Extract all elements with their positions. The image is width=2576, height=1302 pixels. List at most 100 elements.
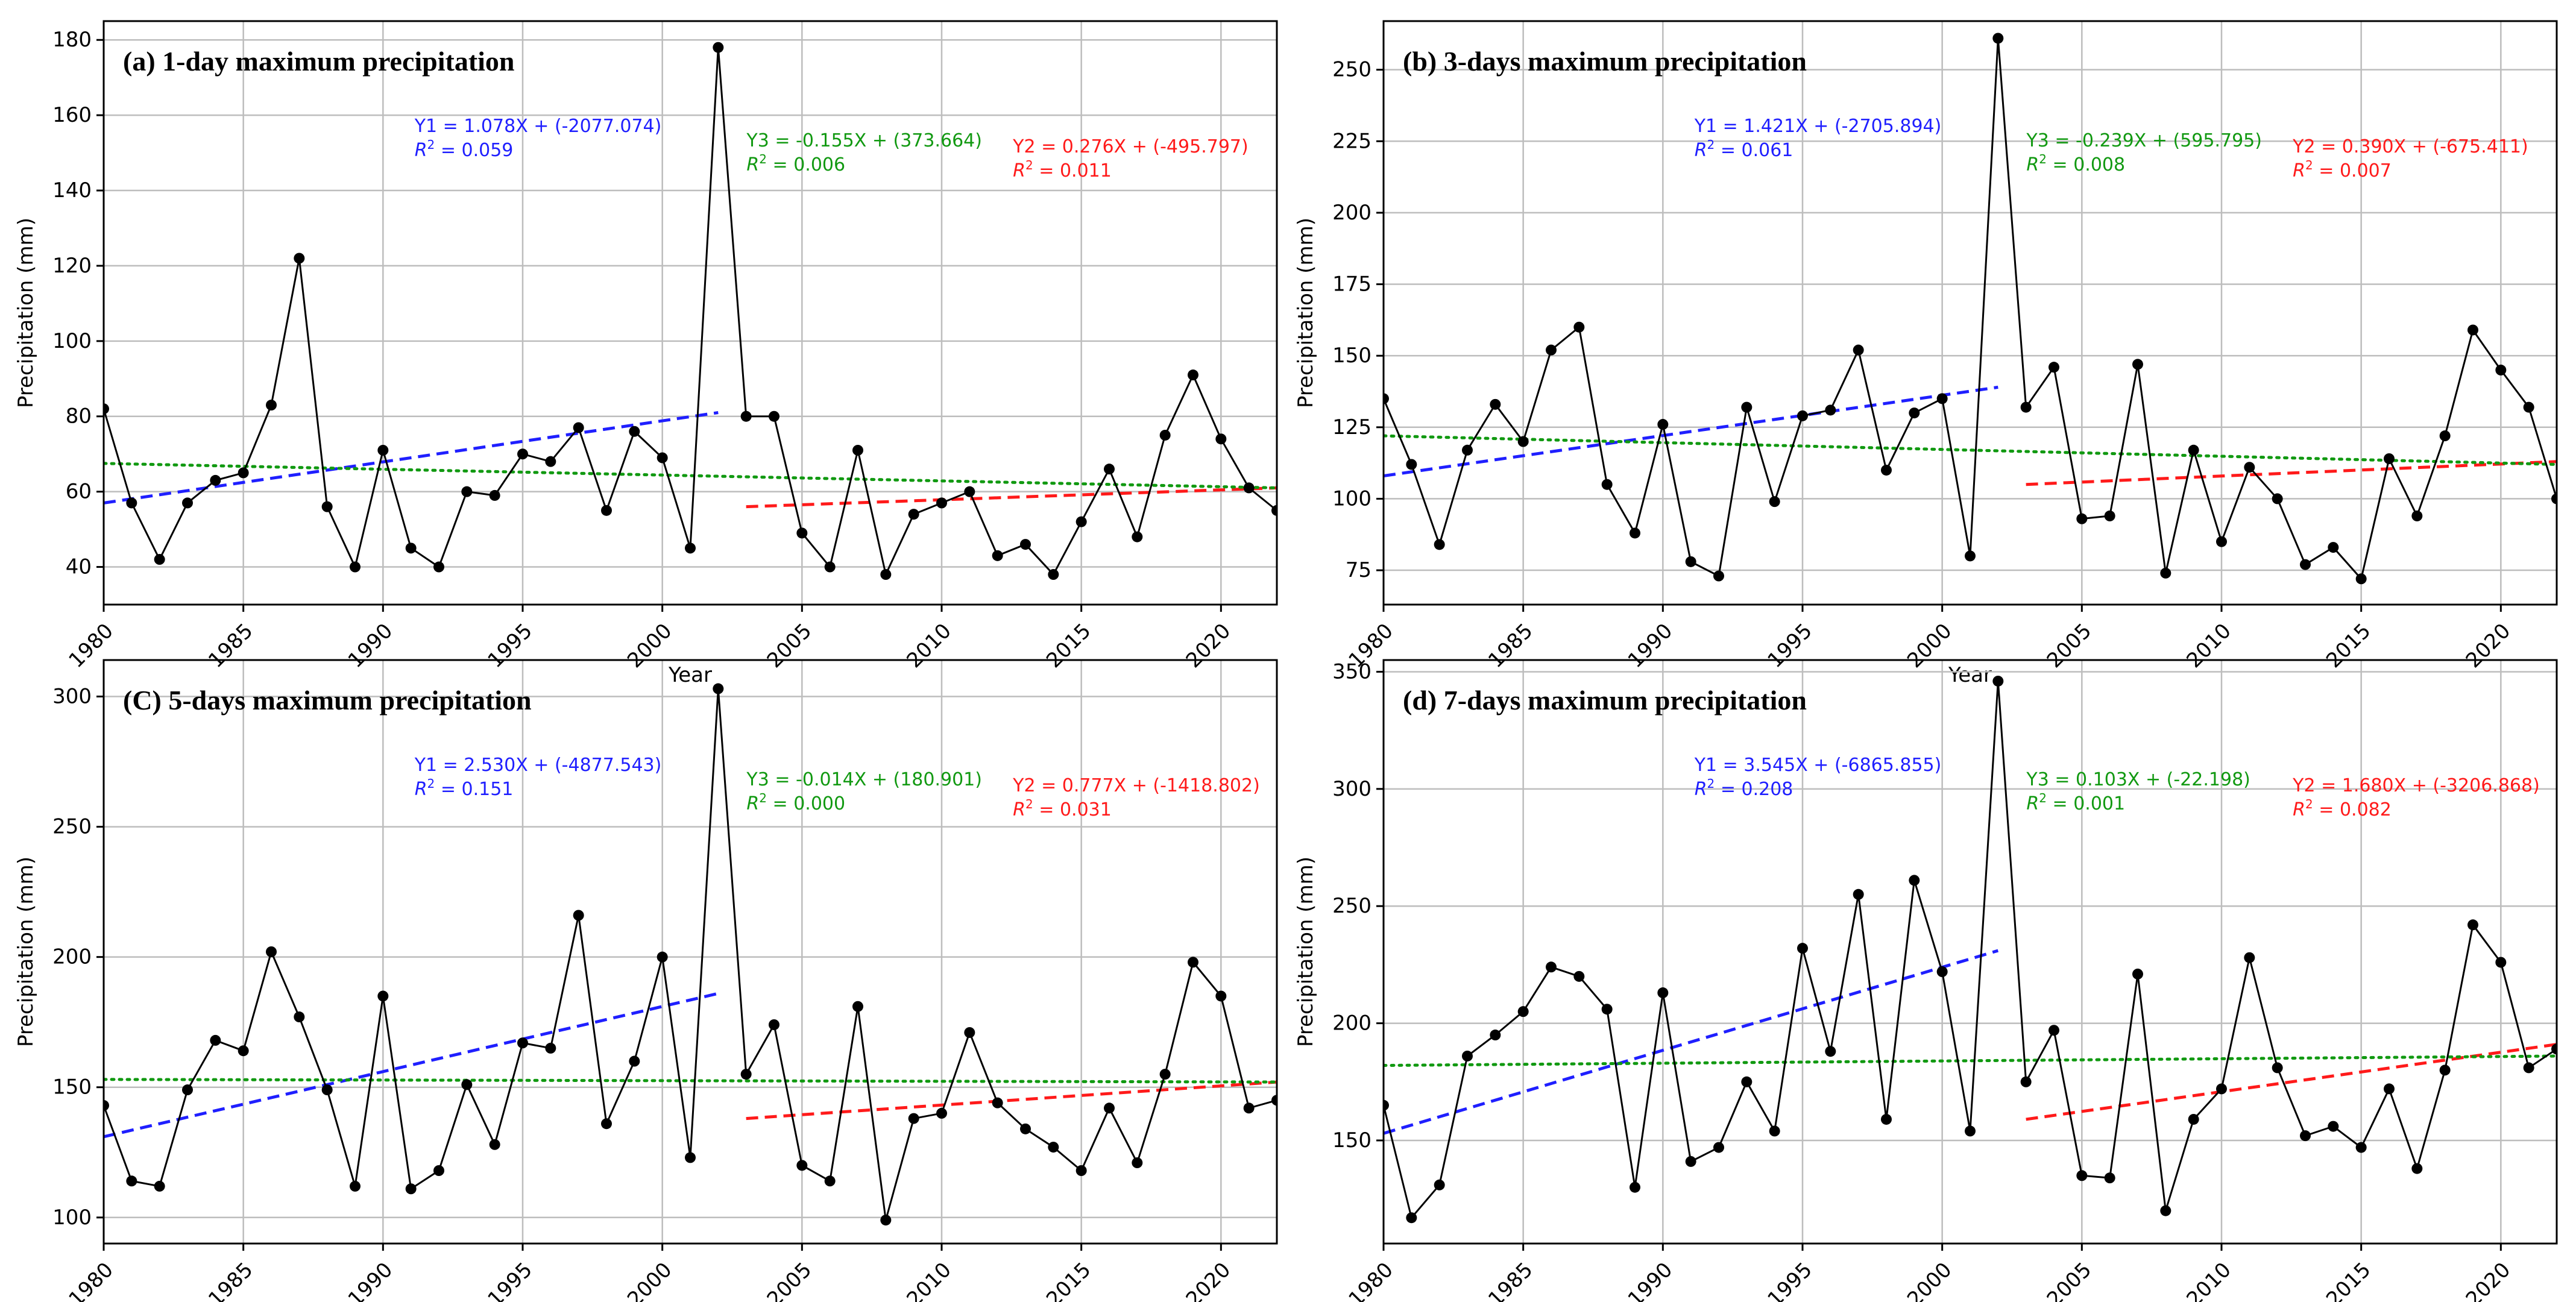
panel-title: (C) 5-days maximum precipitation — [123, 685, 532, 715]
chart-panel-4: 1980 1985 1990 1995 2000 2005 2010 2015 2020 150 2… — [1294, 659, 2558, 1302]
series-line — [1384, 681, 2557, 1220]
data-point — [936, 497, 947, 509]
data-point — [1517, 436, 1529, 447]
data-point — [489, 489, 500, 501]
trend-equation-y1: Y1 = 1.078X + (-2077.074) — [414, 116, 662, 137]
data-point — [1020, 539, 1031, 550]
data-point — [1713, 1142, 1724, 1153]
x-tick-label: 1995 — [1763, 619, 1816, 673]
data-point — [1271, 505, 1277, 516]
x-tick-label: 2000 — [1903, 1258, 1956, 1302]
data-point — [2049, 362, 2059, 373]
data-point — [1104, 464, 1115, 475]
x-tick-label: 2010 — [902, 619, 956, 673]
data-point — [880, 569, 892, 580]
data-point — [769, 410, 779, 422]
data-point — [2328, 1121, 2339, 1132]
data-point — [461, 486, 473, 497]
trend-r2-y3: R2 = 0.006 — [746, 152, 845, 175]
x-tick-label: 2020 — [1182, 1258, 1235, 1302]
data-point — [1132, 531, 1143, 542]
data-point — [2020, 1076, 2032, 1087]
x-tick-label: 2015 — [1042, 1258, 1095, 1302]
data-point — [1188, 957, 1198, 968]
data-point — [2160, 1205, 2171, 1216]
data-point — [1048, 1142, 1059, 1153]
data-point — [1881, 1113, 1892, 1125]
x-tick-label: 1980 — [64, 1258, 118, 1302]
grid — [102, 21, 1277, 605]
data-point — [2384, 453, 2395, 464]
data-point — [2076, 1170, 2088, 1181]
trend-r2-y2: R2 = 0.031 — [1013, 797, 1112, 820]
data-point — [126, 497, 137, 509]
x-axis-label: Year — [668, 663, 712, 687]
x-tick-label: 2005 — [2042, 619, 2096, 673]
x-tick-label: 1980 — [1344, 1258, 1397, 1302]
x-tick-label: 2010 — [2182, 1258, 2235, 1302]
y-tick-label: 100 — [52, 1206, 92, 1230]
trend-r2-y2: R2 = 0.082 — [2293, 797, 2392, 820]
data-point — [601, 1118, 612, 1130]
data-point — [1384, 393, 1389, 404]
x-tick-label: 2005 — [763, 619, 816, 673]
y-tick-label: 225 — [1332, 129, 1371, 153]
data-point — [1965, 1125, 1976, 1137]
data-point — [1490, 398, 1501, 410]
data-point — [1517, 1006, 1529, 1017]
y-tick-label: 100 — [1332, 486, 1371, 511]
data-point — [1048, 569, 1059, 580]
data-point — [461, 1079, 473, 1090]
data-point — [1853, 888, 1864, 900]
data-point — [1769, 1125, 1780, 1137]
data-point — [154, 554, 165, 565]
data-point — [266, 400, 277, 411]
data-point — [992, 550, 1003, 561]
x-tick-label: 2015 — [2322, 619, 2375, 673]
x-tick-label: 2015 — [2322, 1258, 2375, 1302]
x-tick-label: 1985 — [1484, 1258, 1537, 1302]
data-point — [210, 1034, 221, 1046]
data-point — [1936, 966, 1948, 978]
x-tick-label: 1995 — [483, 619, 537, 673]
trend-line-y2 — [2026, 1043, 2557, 1121]
data-point — [1881, 464, 1892, 476]
grid — [1382, 21, 2557, 605]
data-point — [1909, 875, 1920, 886]
plot-area — [1384, 675, 2557, 1224]
data-point — [350, 1180, 361, 1192]
data-point — [1271, 1095, 1277, 1106]
data-point — [2300, 559, 2311, 570]
data-point — [377, 990, 389, 1002]
plot-area — [1384, 33, 2557, 585]
plot-frame — [1382, 659, 2558, 1245]
data-point — [321, 1084, 333, 1096]
data-point — [517, 1037, 528, 1049]
y-axis-label: Precipitation (mm) — [1294, 218, 1318, 408]
data-point — [2272, 1062, 2283, 1074]
data-point — [964, 1027, 975, 1038]
data-point — [1741, 401, 1752, 413]
data-point — [2188, 444, 2199, 456]
data-point — [2188, 1113, 2199, 1125]
data-point — [1685, 556, 1696, 567]
data-point — [880, 1215, 892, 1226]
data-point — [2216, 1083, 2227, 1095]
trend-equation-y1: Y1 = 1.421X + (-2705.894) — [1694, 116, 1942, 137]
data-point — [2355, 1142, 2367, 1153]
data-point — [2104, 510, 2115, 521]
plot-frame — [102, 20, 1278, 606]
x-tick-label: 2005 — [2042, 1258, 2096, 1302]
data-point — [740, 410, 752, 422]
trend-r2-y1: R2 = 0.151 — [415, 776, 514, 800]
data-point — [104, 1099, 109, 1111]
data-point — [2495, 957, 2507, 968]
data-point — [2272, 493, 2283, 505]
x-tick-label: 2010 — [902, 1258, 956, 1302]
data-point — [1159, 429, 1171, 441]
data-point — [1384, 1099, 1389, 1111]
x-tick-label: 2020 — [2461, 1258, 2515, 1302]
data-point — [154, 1180, 165, 1192]
data-point — [685, 1152, 696, 1163]
data-point — [1132, 1157, 1143, 1169]
